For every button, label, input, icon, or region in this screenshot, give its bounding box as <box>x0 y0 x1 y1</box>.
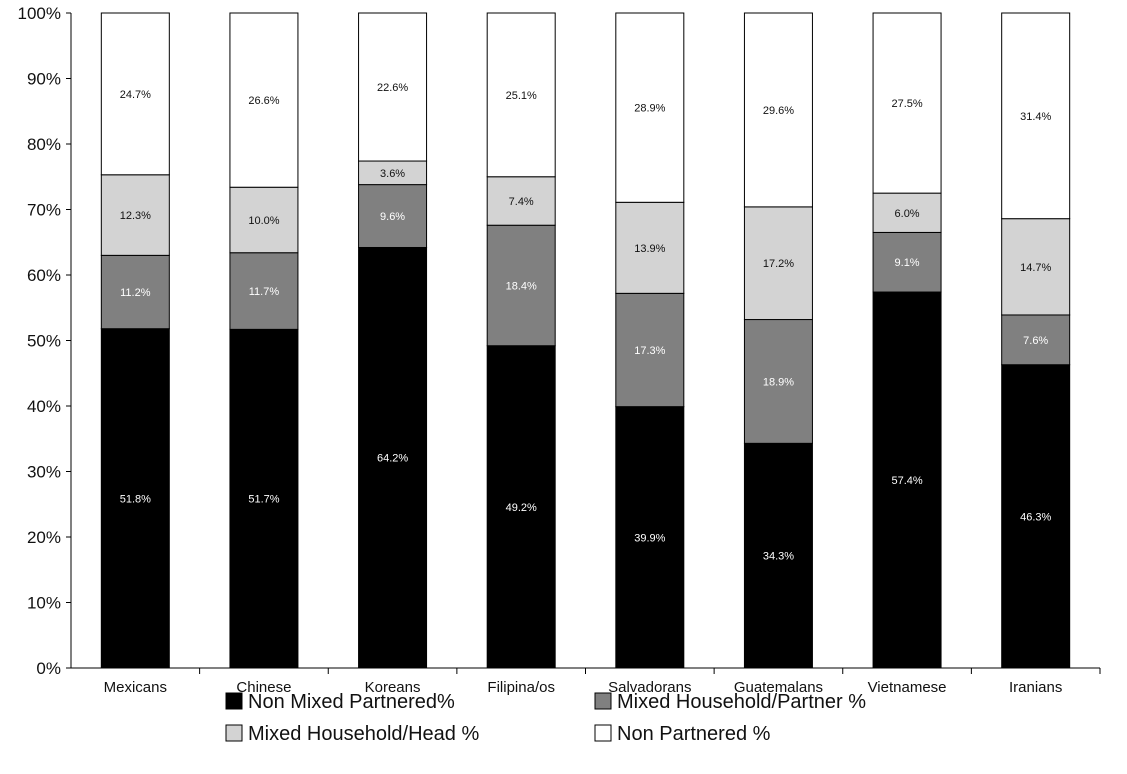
data-label: 25.1% <box>506 90 537 102</box>
data-label: 7.6% <box>1023 335 1048 347</box>
data-label: 14.7% <box>1020 262 1051 274</box>
y-tick-label: 70% <box>27 201 61 220</box>
data-label: 7.4% <box>509 196 534 208</box>
bar-segment <box>486 345 556 669</box>
bar-segment <box>872 231 942 293</box>
legend-label: Non Mixed Partnered% <box>248 691 455 713</box>
data-label: 12.3% <box>120 210 151 222</box>
bar-segment <box>872 12 942 194</box>
data-label: 9.1% <box>895 257 920 269</box>
bar-segment <box>1001 12 1071 220</box>
bar-segment <box>872 291 942 669</box>
bar-segment <box>229 12 299 188</box>
data-label: 39.9% <box>634 532 665 544</box>
legend-label: Non Partnered % <box>617 723 771 745</box>
legend-label: Mixed Household/Head % <box>248 723 479 745</box>
legend: Non Mixed Partnered% Mixed Household/Part… <box>225 691 866 745</box>
bar-segment <box>615 201 685 294</box>
bar-segment <box>100 12 170 176</box>
data-label: 11.2% <box>120 287 151 299</box>
data-label: 6.0% <box>895 208 920 220</box>
legend-label: Mixed Household/Partner % <box>617 691 866 713</box>
x-category-label: Salvadorans <box>608 679 691 696</box>
bar-segment <box>743 12 813 208</box>
legend-swatch <box>225 692 243 710</box>
data-label: 51.7% <box>248 494 279 506</box>
data-label: 64.2% <box>377 453 408 465</box>
bar-segment <box>872 192 942 233</box>
bar-segment <box>615 292 685 408</box>
bar-segment <box>1001 364 1071 669</box>
x-category-label: Filipina/os <box>487 679 555 696</box>
data-label: 46.3% <box>1020 511 1051 523</box>
data-label: 17.2% <box>763 258 794 270</box>
data-label: 51.8% <box>120 493 151 505</box>
bars <box>100 12 1071 669</box>
y-tick-label: 40% <box>27 397 61 416</box>
y-tick-label: 100% <box>18 4 61 23</box>
data-label: 18.4% <box>506 280 537 292</box>
bar-segment <box>229 328 299 669</box>
data-label: 24.7% <box>120 89 151 101</box>
axes: 0% 10% 20% 30% 40% 50% 60% 70% 80% 90% 100% Mexican… <box>18 4 1101 696</box>
y-tick-label: 90% <box>27 70 61 89</box>
data-label: 11.7% <box>249 286 280 298</box>
data-label: 10.0% <box>248 215 279 227</box>
x-category-label: Chinese <box>236 679 291 696</box>
data-label: 29.6% <box>763 105 794 117</box>
bar-segment <box>743 442 813 669</box>
bar-segment <box>1001 218 1071 316</box>
data-label: 13.9% <box>634 243 665 255</box>
data-label: 9.6% <box>380 211 405 223</box>
x-category-label: Vietnamese <box>868 679 947 696</box>
bar-segment <box>615 12 685 203</box>
x-category-label: Mexicans <box>104 679 167 696</box>
y-tick-label: 50% <box>27 332 61 351</box>
bar-segment <box>229 186 299 254</box>
data-label: 31.4% <box>1020 111 1051 123</box>
y-tick-label: 60% <box>27 266 61 285</box>
y-tick-label: 80% <box>27 135 61 154</box>
bar-segment <box>486 176 556 226</box>
data-label: 17.3% <box>634 345 665 357</box>
x-category-label: Iranians <box>1009 679 1062 696</box>
data-label: 34.3% <box>763 551 794 563</box>
x-category-label: Koreans <box>365 679 421 696</box>
bar-segment <box>743 206 813 321</box>
bar-segment <box>100 328 170 669</box>
bar-segment <box>358 246 428 669</box>
data-labels: 51.8% 11.2% 12.3% 24.7% 51.7% 11.7% 10.0% 26.6%… <box>120 82 1052 563</box>
y-tick-label: 10% <box>27 594 61 613</box>
data-label: 18.9% <box>763 376 794 388</box>
bar-segment <box>358 12 428 162</box>
bar-segment <box>486 224 556 347</box>
data-label: 22.6% <box>377 82 408 94</box>
data-label: 27.5% <box>891 98 922 110</box>
data-label: 57.4% <box>891 475 922 487</box>
data-label: 3.6% <box>380 168 405 180</box>
data-label: 26.6% <box>248 95 279 107</box>
bar-segment <box>615 406 685 669</box>
bar-segment <box>100 174 170 256</box>
legend-swatch <box>225 724 243 742</box>
y-tick-label: 20% <box>27 528 61 547</box>
data-label: 49.2% <box>506 502 537 514</box>
y-tick-label: 0% <box>36 659 61 678</box>
bar-segment <box>100 254 170 330</box>
bar-segment <box>486 12 556 178</box>
x-category-label: Guatemalans <box>734 679 823 696</box>
bar-segment <box>229 252 299 330</box>
y-tick-label: 30% <box>27 463 61 482</box>
legend-swatch <box>594 724 612 742</box>
bar-segment <box>1001 314 1071 366</box>
bar-segment <box>358 184 428 248</box>
data-label: 28.9% <box>634 103 665 115</box>
legend-swatch <box>594 692 612 710</box>
